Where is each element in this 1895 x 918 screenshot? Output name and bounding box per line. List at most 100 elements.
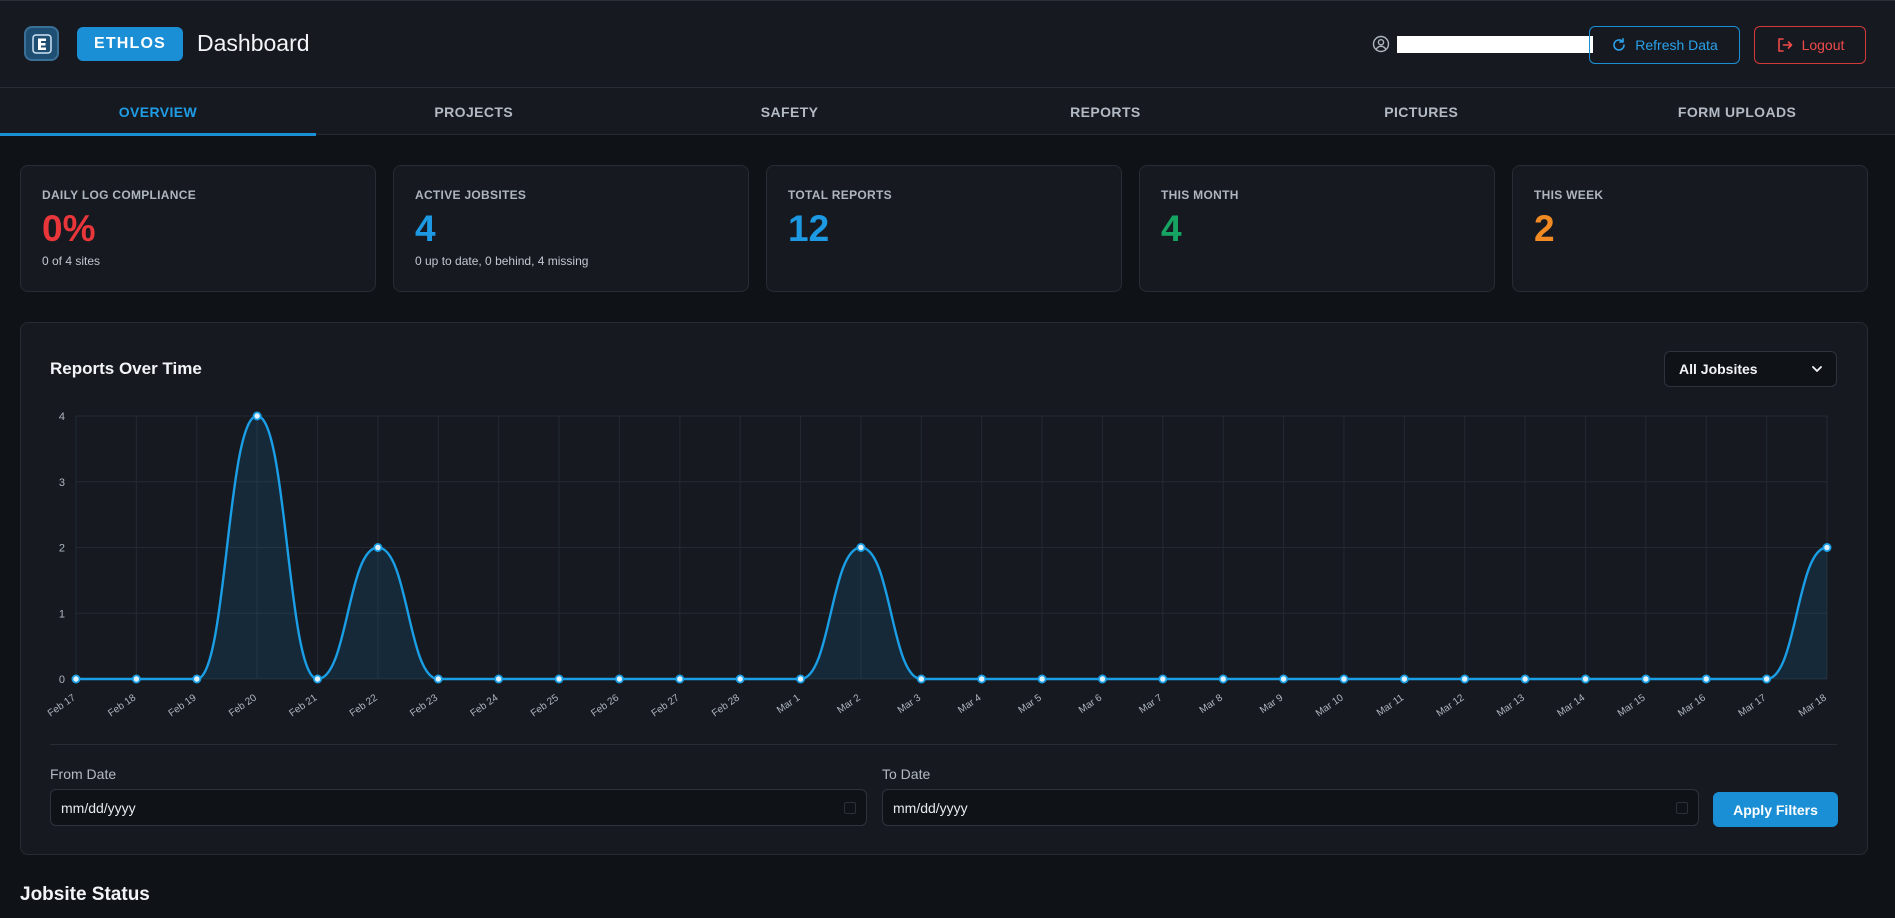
- stat-card-this-month: THIS MONTH 4: [1139, 165, 1495, 292]
- brand-badge: ETHLOS: [77, 27, 183, 61]
- reports-over-time-chart: 0 1 2 3 4 Feb 17 Feb 18 Feb 19 Feb 20 Feb 21 Feb 2…: [46, 411, 1832, 719]
- tab-overview[interactable]: OVERVIEW: [0, 88, 316, 136]
- ethlos-logo-icon: [24, 26, 59, 61]
- x-tick-label: Mar 18: [1797, 692, 1829, 719]
- x-tick-label: Mar 2: [835, 692, 863, 716]
- user-icon: [1372, 35, 1390, 53]
- data-point: [1339, 674, 1349, 684]
- y-tick-label: 3: [59, 477, 65, 489]
- data-point: [1641, 674, 1651, 684]
- apply-filters-button[interactable]: Apply Filters: [1713, 792, 1838, 827]
- x-tick-label: Feb 20: [227, 692, 259, 719]
- x-tick-label: Feb 19: [167, 692, 199, 719]
- data-point: [796, 674, 806, 684]
- data-point: [494, 674, 504, 684]
- x-tick-label: Mar 1: [775, 692, 803, 716]
- x-tick-label: Mar 4: [956, 692, 984, 716]
- stat-card-total-reports: TOTAL REPORTS 12: [766, 165, 1122, 292]
- jobsite-status-heading: Jobsite Status: [20, 884, 150, 905]
- data-point: [1158, 674, 1168, 684]
- x-tick-label: Mar 14: [1555, 692, 1587, 719]
- calendar-icon[interactable]: [1676, 801, 1688, 814]
- data-point: [71, 674, 81, 684]
- data-point: [554, 674, 564, 684]
- logout-button[interactable]: Logout: [1754, 26, 1866, 64]
- stat-value: 2: [1534, 208, 1555, 249]
- jobsite-select[interactable]: All Jobsites: [1664, 351, 1837, 387]
- data-point: [1460, 674, 1470, 684]
- tab-projects[interactable]: PROJECTS: [434, 103, 514, 120]
- data-point: [735, 674, 745, 684]
- data-point: [1762, 674, 1772, 684]
- jobsite-select-value: All Jobsites: [1679, 361, 1758, 377]
- data-point: [1399, 674, 1409, 684]
- stat-value: 0%: [42, 208, 96, 249]
- x-tick-label: Mar 11: [1375, 692, 1407, 719]
- refresh-data-label: Refresh Data: [1635, 37, 1718, 53]
- x-tick-label: Mar 12: [1435, 692, 1467, 719]
- app-header: ETHLOS Dashboard Refresh Data Logout: [0, 0, 1895, 88]
- stat-card-active-jobsites: ACTIVE JOBSITES 4 0 up to date, 0 behind…: [393, 165, 749, 292]
- y-tick-label: 1: [59, 608, 65, 620]
- stat-label: TOTAL REPORTS: [788, 188, 892, 202]
- x-tick-label: Feb 18: [106, 692, 138, 719]
- x-tick-label: Feb 23: [408, 692, 440, 719]
- x-tick-label: Mar 15: [1616, 692, 1648, 719]
- calendar-icon[interactable]: [844, 801, 856, 814]
- stat-value: 12: [788, 208, 830, 249]
- tab-form-uploads[interactable]: FORM UPLOADS: [1677, 103, 1797, 120]
- data-point: [313, 674, 323, 684]
- data-point: [373, 542, 383, 552]
- stat-card-compliance: DAILY LOG COMPLIANCE 0% 0 of 4 sites: [20, 165, 376, 292]
- data-point: [1520, 674, 1530, 684]
- chevron-down-icon: [1812, 366, 1822, 372]
- data-point: [252, 411, 262, 421]
- data-point: [614, 674, 624, 684]
- x-tick-label: Feb 25: [529, 692, 561, 719]
- data-point: [1037, 674, 1047, 684]
- stat-value: 4: [1161, 208, 1182, 249]
- x-tick-label: Mar 6: [1077, 692, 1105, 716]
- tab-pictures[interactable]: PICTURES: [1384, 103, 1459, 120]
- from-date-placeholder: mm/dd/yyyy: [61, 799, 136, 816]
- data-point: [433, 674, 443, 684]
- page-title: Dashboard: [197, 30, 310, 56]
- main-tabs: OVERVIEW PROJECTS SAFETY REPORTS PICTURE…: [0, 88, 1895, 136]
- x-tick-label: Feb 26: [589, 692, 621, 719]
- data-point: [916, 674, 926, 684]
- data-point: [977, 674, 987, 684]
- y-tick-label: 0: [59, 674, 65, 686]
- x-tick-label: Mar 3: [896, 692, 924, 716]
- x-tick-label: Feb 21: [287, 692, 319, 719]
- logout-icon: [1777, 38, 1792, 52]
- data-point: [131, 674, 141, 684]
- x-tick-label: Mar 13: [1495, 692, 1527, 719]
- refresh-data-button[interactable]: Refresh Data: [1589, 26, 1740, 64]
- data-point: [1580, 674, 1590, 684]
- from-date-input[interactable]: mm/dd/yyyy: [50, 789, 867, 826]
- logout-label: Logout: [1801, 37, 1845, 53]
- x-tick-label: Mar 7: [1137, 692, 1165, 716]
- from-date-label: From Date: [50, 766, 117, 782]
- x-tick-label: Feb 27: [650, 692, 682, 719]
- y-tick-label: 4: [59, 411, 65, 423]
- to-date-input[interactable]: mm/dd/yyyy: [882, 789, 1699, 826]
- to-date-label: To Date: [882, 766, 931, 782]
- data-point: [675, 674, 685, 684]
- x-tick-label: Mar 5: [1017, 692, 1045, 716]
- x-tick-label: Feb 17: [46, 692, 78, 719]
- x-tick-label: Mar 17: [1737, 692, 1769, 719]
- x-tick-label: Feb 28: [710, 692, 742, 719]
- tab-reports[interactable]: REPORTS: [1070, 103, 1141, 120]
- x-tick-label: Mar 9: [1258, 692, 1286, 716]
- x-tick-label: Mar 8: [1198, 692, 1226, 716]
- series-area: [76, 416, 1827, 679]
- stat-label: ACTIVE JOBSITES: [415, 188, 527, 202]
- refresh-icon: [1613, 38, 1626, 51]
- reports-chart-panel: 0 1 2 3 4 Feb 17 Feb 18 Feb 19 Feb 20 Feb 21 Feb 2…: [20, 322, 1868, 855]
- tab-safety[interactable]: SAFETY: [760, 103, 819, 120]
- x-tick-label: Mar 10: [1314, 692, 1346, 719]
- divider: [50, 744, 1837, 745]
- stat-card-this-week: THIS WEEK 2: [1512, 165, 1868, 292]
- stat-subtext: 0 of 4 sites: [42, 254, 101, 268]
